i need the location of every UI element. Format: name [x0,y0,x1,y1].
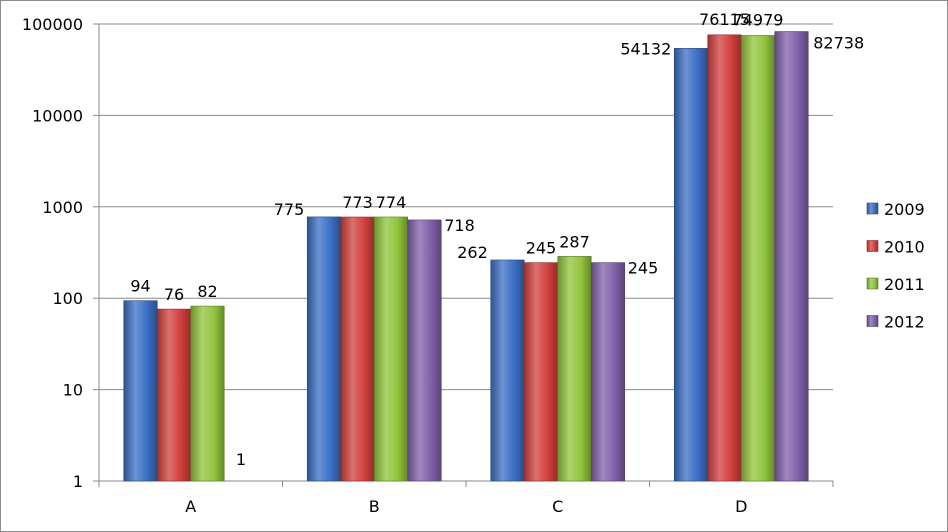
y-tick-label: 10000 [32,106,83,125]
legend-label: 2010 [884,238,925,257]
data-label: 82 [197,282,217,301]
y-tick-label: 1000 [42,198,83,217]
bar-2009-A [123,300,158,482]
data-labels: 94 775 262 54132 76 773 245 76115 82 774 287 74979 1… [130,10,864,469]
data-label: 245 [526,239,557,258]
bar-2011-C [557,256,592,482]
data-label: 94 [130,277,150,296]
bar-2009-D [673,48,709,482]
legend-swatch-2011 [866,277,879,290]
y-tick-label: 100000 [22,15,83,34]
data-label: 775 [274,200,305,219]
bar-2010-B [340,216,375,482]
legend-swatch-2010 [866,240,879,252]
y-tick-label: 10 [63,381,83,400]
bar-2011-D [740,35,776,482]
data-label: 262 [457,243,488,262]
data-label: 54132 [620,39,671,58]
data-label: 76 [164,285,184,304]
bar-2009-B [306,216,342,482]
x-tick-label: D [735,497,747,516]
legend-label: 2011 [884,275,925,294]
legend-label: 2009 [884,200,925,219]
bars [123,31,809,482]
bar-2010-D [707,34,742,482]
x-tick-label: A [185,497,196,516]
x-tick-label: C [552,497,563,516]
data-label: 76115 [699,10,750,29]
bar-2012-C [590,262,626,482]
bar-2010-C [523,262,559,482]
bar-2011-B [373,216,409,482]
bar-2012-D [774,31,809,482]
legend: 2009 2010 2011 2012 [866,200,925,332]
bar-2011-A [190,305,225,482]
data-label: 718 [444,216,475,235]
bar-2010-A [156,308,192,482]
data-label: 82738 [813,34,864,53]
bar-2009-C [490,259,525,482]
x-tick-label: B [369,497,380,516]
legend-label: 2012 [884,313,925,332]
data-label: 1 [236,450,246,469]
legend-swatch-2009 [866,202,879,215]
data-label: 774 [376,193,407,212]
data-label: 773 [342,193,373,212]
legend-swatch-2012 [866,315,879,327]
y-tick-label: 100 [52,289,83,308]
y-tick-label: 1 [73,472,83,491]
data-label: 74979 [733,10,784,29]
bar-2012-B [407,219,442,482]
data-label: 287 [559,232,590,251]
data-label: 245 [628,259,659,278]
